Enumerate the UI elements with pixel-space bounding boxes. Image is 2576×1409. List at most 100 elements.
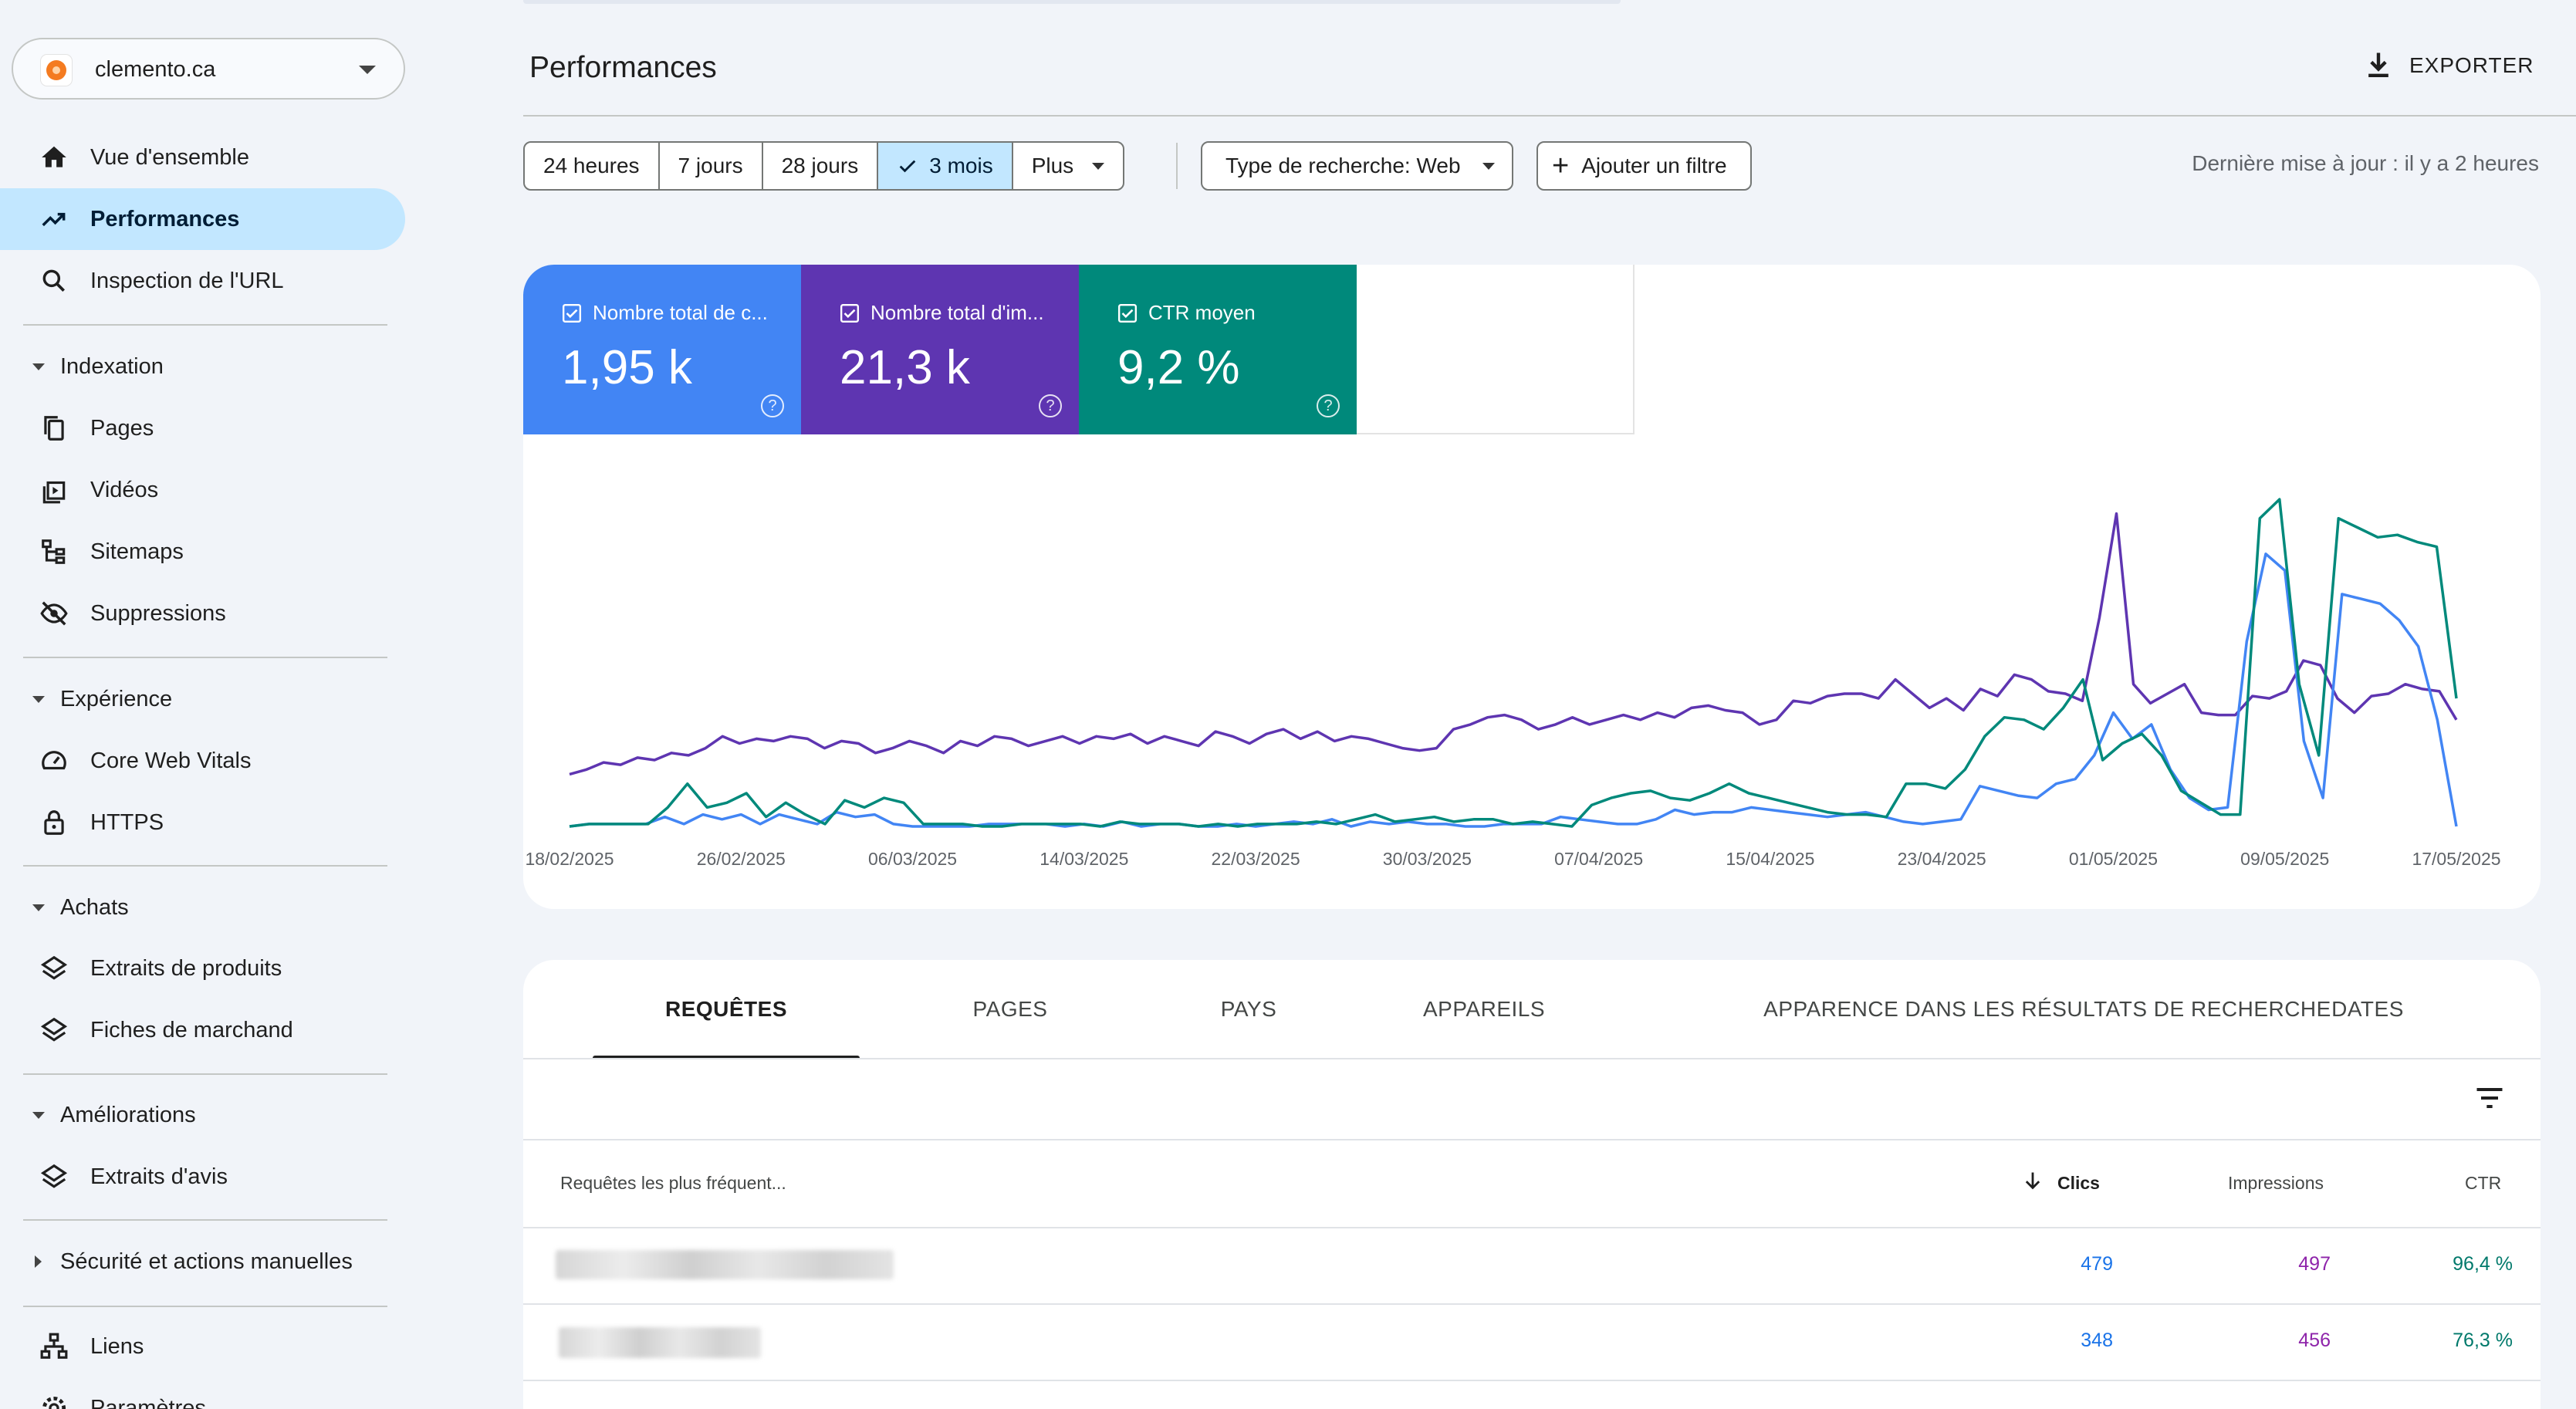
section-security[interactable]: Sécurité et actions manuelles — [0, 1238, 405, 1285]
range-7d-button[interactable]: 7 jours — [660, 143, 763, 189]
metric-card-impressions[interactable]: Nombre total d'im... 21,3 k ? — [801, 265, 1079, 434]
sidebar-item-settings[interactable]: Paramètres — [0, 1377, 405, 1409]
metric-card-ctr[interactable]: CTR moyen 9,2 % ? — [1079, 265, 1357, 434]
site-logo-icon — [41, 55, 72, 86]
range-28d-button[interactable]: 28 jours — [763, 143, 879, 189]
range-24h-button[interactable]: 24 heures — [525, 143, 660, 189]
x-tick-label: 30/03/2025 — [1383, 849, 1472, 869]
sidebar-item-core-web-vitals[interactable]: Core Web Vitals — [0, 730, 405, 792]
section-experience[interactable]: Expérience — [0, 676, 405, 722]
sidebar-item-overview[interactable]: Vue d'ensemble — [0, 127, 405, 188]
column-header-clicks[interactable]: Clics — [2057, 1173, 2100, 1193]
caret-down-icon — [32, 695, 45, 703]
column-header-ctr[interactable]: CTR — [2465, 1173, 2502, 1193]
property-name: clemento.ca — [95, 57, 216, 82]
filter-icon[interactable] — [2473, 1081, 2507, 1115]
search-type-filter[interactable]: Type de recherche: Web — [1201, 141, 1513, 191]
sidebar-item-label: Vue d'ensemble — [90, 144, 249, 170]
sidebar-item-sitemaps[interactable]: Sitemaps — [0, 521, 405, 583]
sidebar-item-review-snippets[interactable]: Extraits d'avis — [0, 1146, 405, 1208]
range-more-button[interactable]: Plus — [1013, 143, 1123, 189]
check-icon — [899, 160, 916, 173]
tab-queries[interactable]: REQUÊTES — [593, 960, 860, 1059]
divider — [23, 1073, 387, 1075]
metric-value: 21,3 k — [840, 341, 970, 394]
checkbox-checked-icon — [840, 303, 860, 323]
sidebar-item-merchant-listings[interactable]: Fiches de marchand — [0, 999, 405, 1061]
caret-down-icon — [32, 363, 45, 370]
sidebar-item-videos[interactable]: Vidéos — [0, 459, 405, 521]
sidebar-item-links[interactable]: Liens — [0, 1316, 405, 1377]
x-tick-label: 09/05/2025 — [2240, 849, 2329, 869]
date-range-selector: 24 heures 7 jours 28 jours 3 mois Plus — [523, 141, 1125, 191]
property-selector[interactable]: clemento.ca — [12, 38, 405, 100]
section-label: Sécurité et actions manuelles — [60, 1249, 353, 1274]
divider — [1176, 143, 1178, 189]
section-shopping[interactable]: Achats — [0, 884, 405, 931]
speedometer-icon — [39, 745, 69, 776]
divider — [523, 1139, 2541, 1140]
x-tick-label: 23/04/2025 — [1898, 849, 1986, 869]
tab-devices[interactable]: APPAREILS — [1357, 960, 1611, 1059]
caret-down-icon — [32, 1111, 45, 1119]
divider — [523, 1058, 2541, 1059]
blurred-query — [559, 1327, 761, 1358]
sidebar-item-removals[interactable]: Suppressions — [0, 583, 405, 644]
x-tick-label: 17/05/2025 — [2412, 849, 2500, 869]
metric-card-empty[interactable] — [1357, 265, 1635, 434]
caret-down-icon — [1092, 162, 1105, 170]
sidebar-item-pages[interactable]: Pages — [0, 397, 405, 459]
tab-countries[interactable]: PAYS — [1141, 960, 1357, 1059]
tab-search-appearance[interactable]: APPARENCE DANS LES RÉSULTATS DE RECHERCH… — [1635, 960, 2460, 1059]
arrow-down-icon[interactable] — [2022, 1170, 2044, 1191]
tab-dates[interactable]: DATES — [2252, 960, 2483, 1059]
page-title: Performances — [529, 51, 717, 84]
sidebar-item-label: Liens — [90, 1333, 144, 1359]
pages-icon — [39, 413, 69, 444]
section-enhancements[interactable]: Améliorations — [0, 1092, 405, 1138]
help-icon[interactable]: ? — [761, 394, 784, 417]
sidebar-item-product-snippets[interactable]: Extraits de produits — [0, 938, 405, 999]
section-indexation[interactable]: Indexation — [0, 343, 405, 390]
section-label: Expérience — [60, 686, 173, 711]
section-label: Améliorations — [60, 1102, 196, 1127]
help-icon[interactable]: ? — [1317, 394, 1340, 417]
video-icon — [39, 475, 69, 505]
header-divider — [523, 115, 2576, 117]
performance-chart-card: 18/02/2025 26/02/2025 06/03/2025 14/03/2025… — [523, 265, 2541, 909]
sidebar-item-label: Paramètres — [90, 1395, 206, 1409]
metric-label: CTR moyen — [1148, 301, 1256, 324]
cell-impressions: 456 — [2298, 1330, 2331, 1351]
range-label: 3 mois — [929, 154, 993, 177]
metric-card-clicks[interactable]: Nombre total de c... 1,95 k ? — [523, 265, 801, 434]
help-icon[interactable]: ? — [1039, 394, 1062, 417]
add-filter-button[interactable]: + Ajouter un filtre — [1536, 141, 1752, 191]
sidebar-item-url-inspection[interactable]: Inspection de l'URL — [0, 250, 405, 312]
cell-impressions: 497 — [2298, 1253, 2331, 1275]
sidebar-item-performance[interactable]: Performances — [0, 188, 405, 250]
caret-down-icon — [32, 904, 45, 911]
export-label: EXPORTER — [2409, 53, 2534, 77]
divider — [523, 1303, 2541, 1305]
export-button[interactable]: EXPORTER — [2361, 46, 2534, 85]
range-label: Plus — [1031, 154, 1074, 177]
column-header-impressions[interactable]: Impressions — [2228, 1173, 2324, 1193]
tab-label: DATES — [2331, 997, 2404, 1021]
search-icon — [39, 265, 69, 296]
range-label: 24 heures — [543, 154, 640, 177]
metric-value: 9,2 % — [1117, 341, 1240, 394]
sitemap-icon — [39, 536, 69, 567]
sidebar-item-https[interactable]: HTTPS — [0, 792, 405, 853]
column-header-query[interactable]: Requêtes les plus fréquent... — [560, 1173, 786, 1193]
range-3m-button[interactable]: 3 mois — [878, 143, 1013, 189]
metric-value: 1,95 k — [562, 341, 692, 394]
divider — [523, 1380, 2541, 1381]
tab-pages[interactable]: PAGES — [891, 960, 1130, 1059]
x-tick-label: 26/02/2025 — [697, 849, 786, 869]
sidebar-item-label: Extraits d'avis — [90, 1164, 228, 1189]
cell-clicks: 479 — [2081, 1253, 2113, 1275]
sidebar-item-label: Extraits de produits — [90, 955, 282, 981]
lock-icon — [39, 807, 69, 838]
layers-icon — [39, 1015, 69, 1046]
divider — [23, 1306, 387, 1307]
